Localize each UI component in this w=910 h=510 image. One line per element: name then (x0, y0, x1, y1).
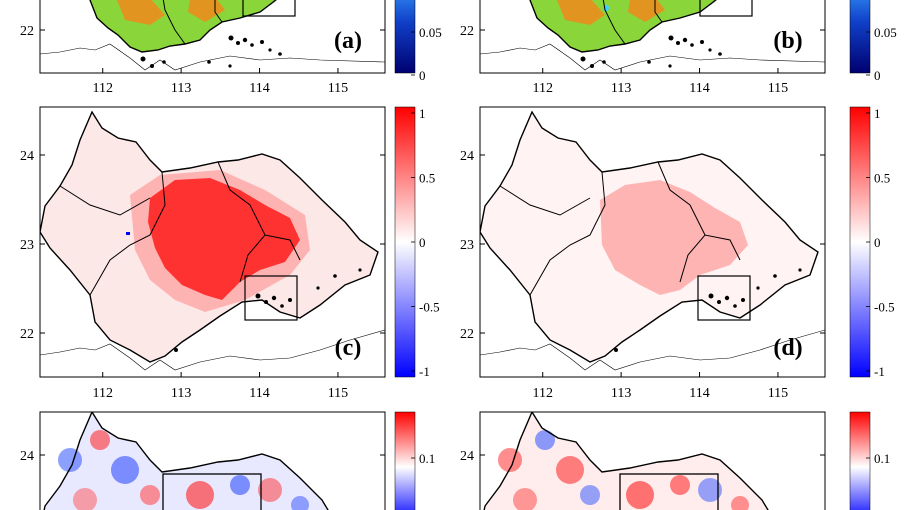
coastline (480, 43, 825, 71)
province-boundary (483, 412, 769, 510)
y-tick-label: 22 (460, 24, 474, 39)
axes-frame (479, 411, 826, 510)
x-tick-label: 113 (171, 386, 191, 401)
inset-box (162, 473, 262, 510)
inset-box (697, 275, 751, 321)
tick-and-label-layer: 22 112 113 114 115 0.05 0 (a) 22 112 113 114 115 0.05… (20, 24, 897, 466)
province-boundary (529, 0, 717, 53)
colorbar (849, 411, 871, 510)
x-tick-label: 113 (611, 81, 631, 96)
hotspot-red (148, 178, 300, 300)
noise-patches (498, 430, 749, 510)
colorbar-tick-label: 0.05 (874, 25, 897, 40)
panel-b (479, 0, 871, 74)
y-tick-label: 24 (20, 149, 34, 164)
inner-boundary (162, 0, 223, 45)
axes-frame (479, 106, 826, 378)
colorbar-tick-label: 0.5 (874, 171, 890, 186)
inner-boundary (499, 161, 741, 296)
coastline (480, 329, 825, 371)
x-tick-label: 114 (689, 81, 709, 96)
inset-box (699, 0, 753, 17)
colorbar-tick-label: 1 (874, 106, 881, 121)
land-hotspots (117, 0, 225, 25)
y-tick-label: 22 (20, 24, 34, 39)
axes-frame (39, 106, 386, 378)
axes-frame (479, 0, 826, 74)
x-tick-label: 115 (768, 81, 788, 96)
province-boundary (89, 0, 277, 53)
x-tick-label: 112 (92, 81, 112, 96)
colorbar-tick-label: -1 (419, 364, 430, 379)
panel-a (39, 0, 416, 74)
colorbar-tick-label: -0.5 (874, 300, 895, 315)
panel-label: (d) (773, 335, 802, 361)
colorbar-tick-label: -1 (874, 364, 885, 379)
x-tick-label: 112 (532, 81, 552, 96)
x-tick-label: 115 (768, 386, 788, 401)
coastline (40, 329, 385, 371)
x-tick-label: 113 (611, 386, 631, 401)
colorbar-tick-label: 0.1 (874, 451, 890, 466)
colorbar-tick-label: 1 (419, 106, 426, 121)
y-tick-label: 22 (20, 327, 34, 342)
colorbar (394, 411, 416, 510)
hotspot-pink (600, 180, 748, 295)
colorbar-tick-label: 0 (419, 235, 426, 250)
x-tick-label: 112 (92, 386, 112, 401)
province-boundary (40, 110, 379, 363)
panel-d (479, 106, 871, 378)
colorbar-tick-label: 0 (419, 68, 426, 83)
y-tick-label: 23 (460, 238, 474, 253)
x-tick-label: 114 (689, 386, 709, 401)
noise-patches (58, 430, 309, 510)
panel-f (479, 411, 871, 510)
x-tick-label: 114 (249, 81, 269, 96)
inset-box (619, 473, 719, 510)
panel-label: (a) (334, 28, 362, 54)
x-tick-label: 115 (328, 386, 348, 401)
colorbar-tick-label: -0.5 (419, 300, 440, 315)
axes-frame (39, 411, 386, 510)
axes-frame (39, 0, 386, 74)
inner-boundary (59, 161, 301, 296)
x-tick-label: 113 (171, 81, 191, 96)
inset-box (244, 275, 298, 321)
x-tick-label: 115 (328, 81, 348, 96)
colorbar-tick-label: 0.05 (419, 25, 442, 40)
colorbar (394, 0, 416, 74)
colorbar-tick-label: 0 (874, 68, 881, 83)
y-tick-label: 24 (20, 449, 34, 464)
blue-spot (126, 232, 130, 235)
islands (174, 268, 362, 352)
y-tick-label: 23 (20, 238, 34, 253)
y-tick-label: 24 (460, 149, 474, 164)
x-tick-label: 112 (532, 386, 552, 401)
coastline (40, 43, 385, 71)
islands (614, 268, 802, 352)
y-tick-label: 22 (460, 327, 474, 342)
x-tick-label: 114 (249, 386, 269, 401)
province-boundary (480, 110, 819, 363)
panel-label: (c) (335, 335, 362, 361)
y-tick-label: 24 (460, 449, 474, 464)
panel-c (39, 106, 416, 378)
panel-label: (b) (773, 28, 802, 54)
inner-boundary (602, 0, 663, 45)
inset-box (242, 0, 296, 17)
islands (140, 35, 282, 68)
colorbar (849, 0, 871, 74)
colorbar-tick-label: 0 (874, 235, 881, 250)
panel-e (39, 411, 416, 510)
province-boundary (43, 412, 329, 510)
colorbar-tick-label: 0.5 (419, 171, 435, 186)
land-hotspots (557, 0, 665, 25)
colorbar-tick-label: 0.1 (419, 451, 435, 466)
